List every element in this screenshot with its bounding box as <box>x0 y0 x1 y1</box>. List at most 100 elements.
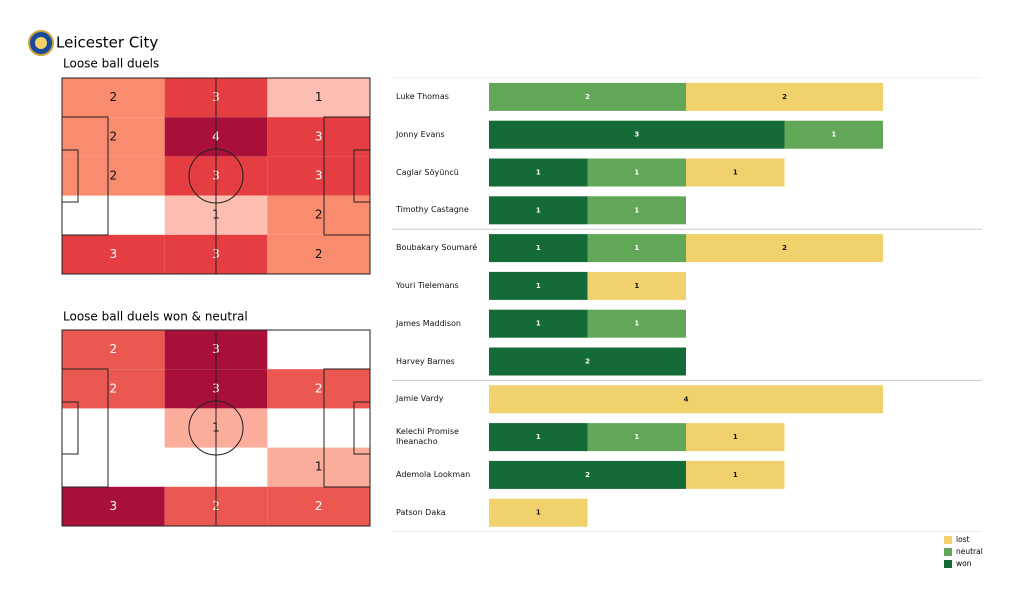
bar-label: 1 <box>733 169 738 177</box>
cell-label: 2 <box>315 381 323 395</box>
pitch-line <box>188 400 244 456</box>
y-tick-label: Boubakary Soumaré <box>396 243 478 253</box>
heatmap-title: Loose ball duels <box>63 57 159 71</box>
bar-label: 2 <box>585 358 590 366</box>
bar-label: 4 <box>684 395 689 403</box>
cell-label: 2 <box>315 208 323 222</box>
cell-label: 2 <box>110 169 118 183</box>
cell-label: 2 <box>315 247 323 261</box>
y-tick-label: Ademola Lookman <box>396 469 471 479</box>
cell-label: 2 <box>110 381 118 395</box>
bar-segment <box>489 460 686 489</box>
bar-label: 1 <box>733 471 738 479</box>
page-title: Leicester City <box>56 34 158 52</box>
legend-swatch <box>944 536 952 544</box>
heatmap-cell <box>62 369 165 409</box>
bar-label: 1 <box>536 282 541 290</box>
heatmap-cell <box>267 234 370 274</box>
cell-label: 1 <box>315 90 323 104</box>
bar-label: 1 <box>536 169 541 177</box>
y-tick-label: James Maddison <box>396 318 462 328</box>
heatmap-cell <box>267 447 370 487</box>
bar-label: 1 <box>536 509 541 517</box>
bar-label: 1 <box>634 244 639 252</box>
cell-label: 2 <box>315 499 323 513</box>
cell-label: 2 <box>110 342 118 356</box>
cell-label: 3 <box>315 169 323 183</box>
y-tick-label: Timothy Castagne <box>396 205 469 215</box>
cell-label: 1 <box>315 460 323 474</box>
cell-label: 2 <box>110 90 118 104</box>
bar-label: 1 <box>536 244 541 252</box>
bar-label: 1 <box>634 433 639 441</box>
heatmap-cell <box>267 117 370 157</box>
bar-segment <box>686 423 785 452</box>
heatmap-cell <box>62 156 165 196</box>
bar-segment <box>587 196 686 225</box>
heatmap-cell <box>267 156 370 196</box>
pitch-line <box>61 149 79 203</box>
pitch-line <box>188 148 244 204</box>
heatmap-cell <box>62 234 165 274</box>
bar-segment <box>489 158 588 187</box>
bar-label: 1 <box>831 131 836 139</box>
bar-segment <box>489 82 686 111</box>
bar-segment <box>489 498 588 527</box>
bar-segment <box>686 234 883 263</box>
y-tick-label: Kelechi Promise Iheanacho <box>396 427 459 447</box>
bar-segment <box>489 385 883 414</box>
bar-segment <box>686 82 883 111</box>
cell-label: 3 <box>110 499 118 513</box>
y-tick-label: Patson Daka <box>396 507 446 517</box>
heatmap-cell <box>267 486 370 526</box>
legend-label: lost <box>956 535 970 544</box>
heatmap-cell <box>267 78 370 118</box>
cell-label: 2 <box>110 129 118 143</box>
bar-segment <box>587 158 686 187</box>
bar-segment <box>489 423 588 452</box>
pitch-line <box>353 401 371 455</box>
bar-label: 1 <box>634 206 639 214</box>
heatmap-cell <box>62 486 165 526</box>
bar-segment <box>489 234 588 263</box>
legend-label: won <box>956 559 972 568</box>
y-tick-label: Jonny Evans <box>396 129 445 139</box>
pitch-line <box>61 401 79 455</box>
legend-swatch <box>944 560 952 568</box>
bar-label: 1 <box>634 169 639 177</box>
bar-segment <box>686 158 785 187</box>
bar-label: 1 <box>634 320 639 328</box>
pitch-line <box>353 149 371 203</box>
bar-label: 2 <box>782 244 787 252</box>
heatmap-title: Loose ball duels won & neutral <box>63 310 248 324</box>
bar-segment <box>489 271 588 300</box>
heatmap-cell <box>62 330 165 370</box>
bar-segment <box>784 120 883 149</box>
bar-segment <box>587 271 686 300</box>
bar-segment <box>587 309 686 338</box>
y-tick-label: Caglar Söyüncü <box>396 167 459 177</box>
y-tick-label: Luke Thomas <box>396 91 449 101</box>
heatmap-cell <box>267 369 370 409</box>
bar-segment <box>489 196 588 225</box>
logo-inner <box>35 37 47 49</box>
bar-segment <box>587 234 686 263</box>
heatmap-cell <box>62 117 165 157</box>
bar-label: 1 <box>536 433 541 441</box>
legend-label: neutral <box>956 547 983 556</box>
bar-label: 3 <box>634 131 639 139</box>
y-tick-label: Youri Tielemans <box>396 280 459 290</box>
cell-label: 3 <box>110 247 118 261</box>
bar-segment <box>489 347 686 376</box>
cell-label: 3 <box>315 129 323 143</box>
y-tick-label: Jamie Vardy <box>396 394 444 404</box>
bar-label: 1 <box>536 206 541 214</box>
y-tick-label: Harvey Barnes <box>396 356 455 366</box>
bar-label: 2 <box>782 93 787 101</box>
bar-segment <box>686 460 785 489</box>
bar-label: 1 <box>733 433 738 441</box>
bar-label: 1 <box>634 282 639 290</box>
bar-label: 2 <box>585 471 590 479</box>
